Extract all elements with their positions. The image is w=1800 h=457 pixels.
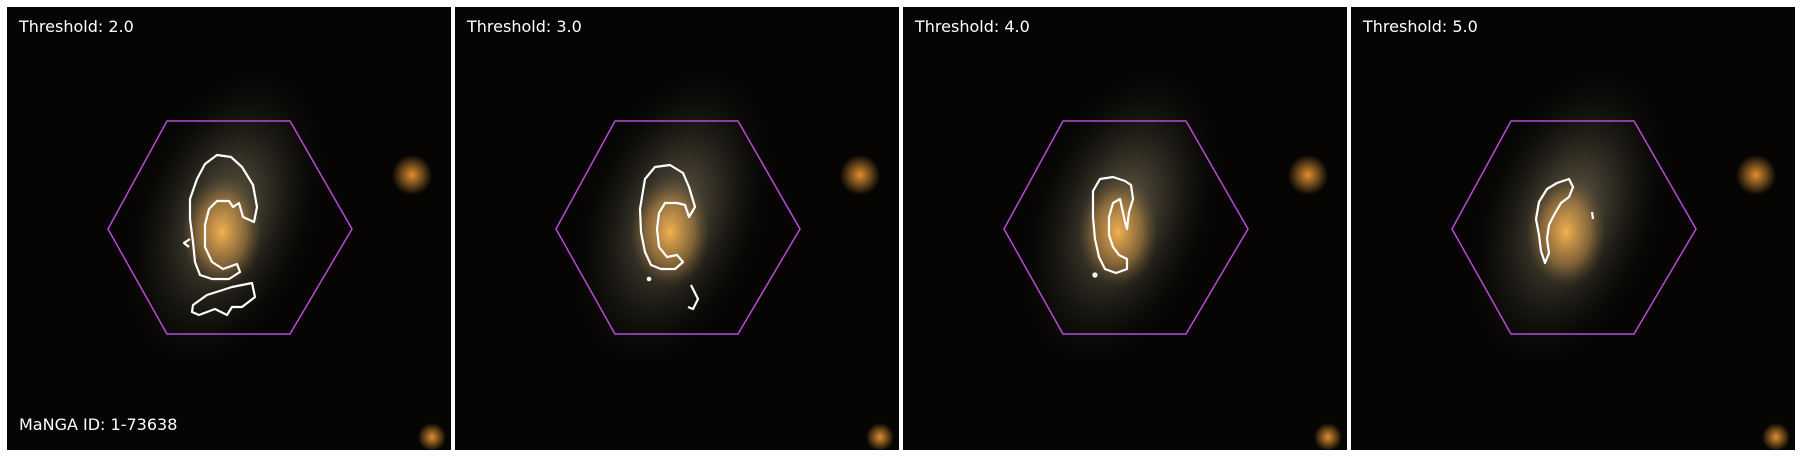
panel-threshold-2: Threshold: 2.0 MaNGA ID: 1-73638	[7, 7, 451, 450]
ifu-hexagon	[107, 120, 353, 335]
manga-id-label: MaNGA ID: 1-73638	[19, 415, 178, 434]
contour-outline	[638, 163, 700, 311]
panel-threshold-5: Threshold: 5.0	[1351, 7, 1795, 450]
ifu-hexagon	[555, 120, 801, 335]
threshold-label: Threshold: 3.0	[467, 17, 582, 36]
ifu-hexagon	[1003, 120, 1249, 335]
galaxy-image	[1351, 7, 1795, 450]
threshold-label: Threshold: 5.0	[1363, 17, 1478, 36]
galaxy-image	[455, 7, 899, 450]
threshold-label: Threshold: 4.0	[915, 17, 1030, 36]
galaxy-image	[903, 7, 1347, 450]
galaxy-image	[7, 7, 451, 450]
panel-threshold-4: Threshold: 4.0	[903, 7, 1347, 450]
contour-outline	[1091, 175, 1135, 278]
threshold-label: Threshold: 2.0	[19, 17, 134, 36]
contour-outline	[1534, 177, 1595, 265]
contour-outline	[182, 153, 259, 317]
ifu-hexagon	[1451, 120, 1697, 335]
panel-threshold-3: Threshold: 3.0	[455, 7, 899, 450]
